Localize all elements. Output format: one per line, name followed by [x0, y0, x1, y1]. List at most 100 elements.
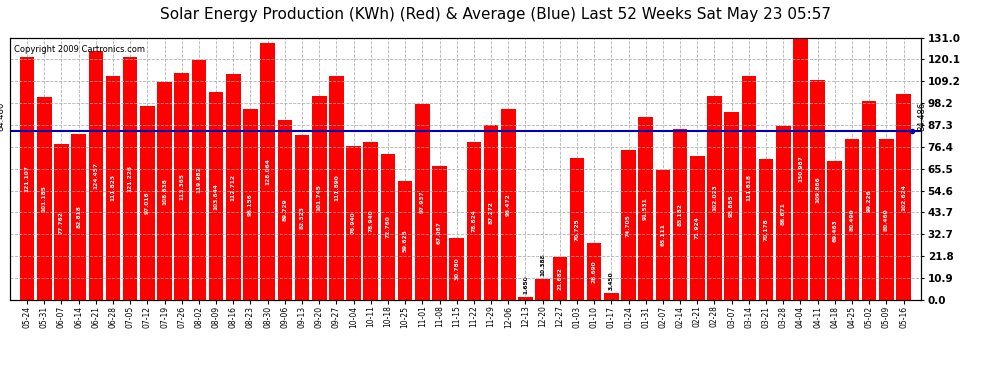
- Bar: [758, 159, 773, 300]
- Bar: [639, 117, 653, 300]
- Text: 84.486: 84.486: [0, 102, 6, 131]
- Text: 28.690: 28.690: [592, 260, 597, 283]
- Text: 108.638: 108.638: [162, 178, 167, 205]
- Text: 102.624: 102.624: [901, 184, 906, 211]
- Bar: [295, 135, 309, 300]
- Text: 85.182: 85.182: [677, 203, 683, 226]
- Bar: [106, 76, 121, 300]
- Text: 112.712: 112.712: [231, 174, 236, 201]
- Text: 67.087: 67.087: [437, 221, 442, 244]
- Bar: [844, 139, 859, 300]
- Text: 74.705: 74.705: [626, 214, 631, 237]
- Bar: [501, 109, 516, 300]
- Text: 109.866: 109.866: [815, 177, 820, 203]
- Bar: [828, 161, 842, 300]
- Text: 3.450: 3.450: [609, 272, 614, 290]
- Bar: [742, 76, 756, 300]
- Text: 82.323: 82.323: [300, 206, 305, 229]
- Text: 78.940: 78.940: [368, 210, 373, 232]
- Bar: [536, 279, 549, 300]
- Bar: [707, 96, 722, 300]
- Bar: [415, 104, 430, 300]
- Bar: [449, 238, 464, 300]
- Text: 101.185: 101.185: [42, 185, 47, 212]
- Bar: [398, 180, 413, 300]
- Bar: [312, 96, 327, 300]
- Text: Solar Energy Production (KWh) (Red) & Average (Blue) Last 52 Weeks Sat May 23 05: Solar Energy Production (KWh) (Red) & Av…: [159, 8, 831, 22]
- Text: 121.226: 121.226: [128, 165, 133, 192]
- Text: 70.725: 70.725: [574, 218, 579, 240]
- Text: 111.823: 111.823: [111, 174, 116, 201]
- Text: 102.023: 102.023: [712, 184, 717, 211]
- Text: 80.490: 80.490: [849, 208, 854, 231]
- Bar: [71, 134, 86, 300]
- Bar: [896, 94, 911, 300]
- Text: 69.463: 69.463: [833, 219, 838, 242]
- Bar: [174, 73, 189, 300]
- Bar: [690, 156, 705, 300]
- Bar: [793, 38, 808, 300]
- Bar: [260, 44, 275, 300]
- Text: 91.531: 91.531: [644, 197, 648, 220]
- Text: 89.729: 89.729: [282, 199, 287, 221]
- Bar: [346, 146, 361, 300]
- Bar: [20, 57, 35, 300]
- Bar: [622, 150, 636, 300]
- Text: 97.016: 97.016: [145, 192, 149, 214]
- Bar: [587, 243, 602, 300]
- Text: 78.824: 78.824: [471, 210, 476, 232]
- Bar: [192, 60, 206, 300]
- Bar: [381, 154, 395, 300]
- Bar: [518, 297, 533, 300]
- Text: 95.472: 95.472: [506, 193, 511, 216]
- Text: 130.987: 130.987: [798, 155, 803, 182]
- Bar: [277, 120, 292, 300]
- Text: 111.818: 111.818: [746, 174, 751, 201]
- Bar: [433, 166, 446, 300]
- Text: 72.760: 72.760: [385, 216, 390, 238]
- Text: 119.982: 119.982: [196, 166, 201, 193]
- Bar: [604, 293, 619, 300]
- Text: 80.460: 80.460: [884, 208, 889, 231]
- Bar: [776, 126, 791, 300]
- Bar: [88, 51, 103, 300]
- Bar: [569, 158, 584, 300]
- Text: 97.937: 97.937: [420, 190, 425, 213]
- Text: 128.064: 128.064: [265, 158, 270, 185]
- Bar: [879, 139, 894, 300]
- Bar: [209, 92, 224, 300]
- Bar: [810, 80, 825, 300]
- Bar: [725, 112, 739, 300]
- Text: 77.762: 77.762: [59, 211, 64, 234]
- Text: 86.671: 86.671: [781, 202, 786, 225]
- Bar: [226, 74, 241, 300]
- Text: 10.388: 10.388: [541, 254, 545, 276]
- Text: 95.156: 95.156: [248, 193, 253, 216]
- Bar: [466, 142, 481, 300]
- Bar: [655, 170, 670, 300]
- Text: 1.650: 1.650: [523, 275, 528, 294]
- Bar: [862, 101, 876, 300]
- Text: Copyright 2009 Cartronics.com: Copyright 2009 Cartronics.com: [15, 45, 146, 54]
- Text: 59.625: 59.625: [403, 229, 408, 252]
- Bar: [140, 106, 154, 300]
- Bar: [37, 97, 51, 300]
- Text: 103.644: 103.644: [214, 183, 219, 210]
- Text: 93.885: 93.885: [730, 195, 735, 217]
- Text: 21.682: 21.682: [557, 267, 562, 290]
- Text: 121.107: 121.107: [25, 165, 30, 192]
- Text: 71.924: 71.924: [695, 217, 700, 239]
- Text: 84.486: 84.486: [918, 102, 927, 131]
- Text: 76.940: 76.940: [351, 211, 356, 234]
- Bar: [54, 144, 68, 300]
- Bar: [484, 125, 498, 300]
- Text: 82.818: 82.818: [76, 206, 81, 228]
- Text: 65.111: 65.111: [660, 224, 665, 246]
- Text: 70.178: 70.178: [763, 218, 768, 241]
- Text: 30.780: 30.780: [454, 258, 459, 280]
- Text: 113.365: 113.365: [179, 173, 184, 200]
- Bar: [157, 82, 172, 300]
- Text: 101.745: 101.745: [317, 184, 322, 211]
- Text: 99.226: 99.226: [866, 189, 871, 212]
- Bar: [244, 110, 257, 300]
